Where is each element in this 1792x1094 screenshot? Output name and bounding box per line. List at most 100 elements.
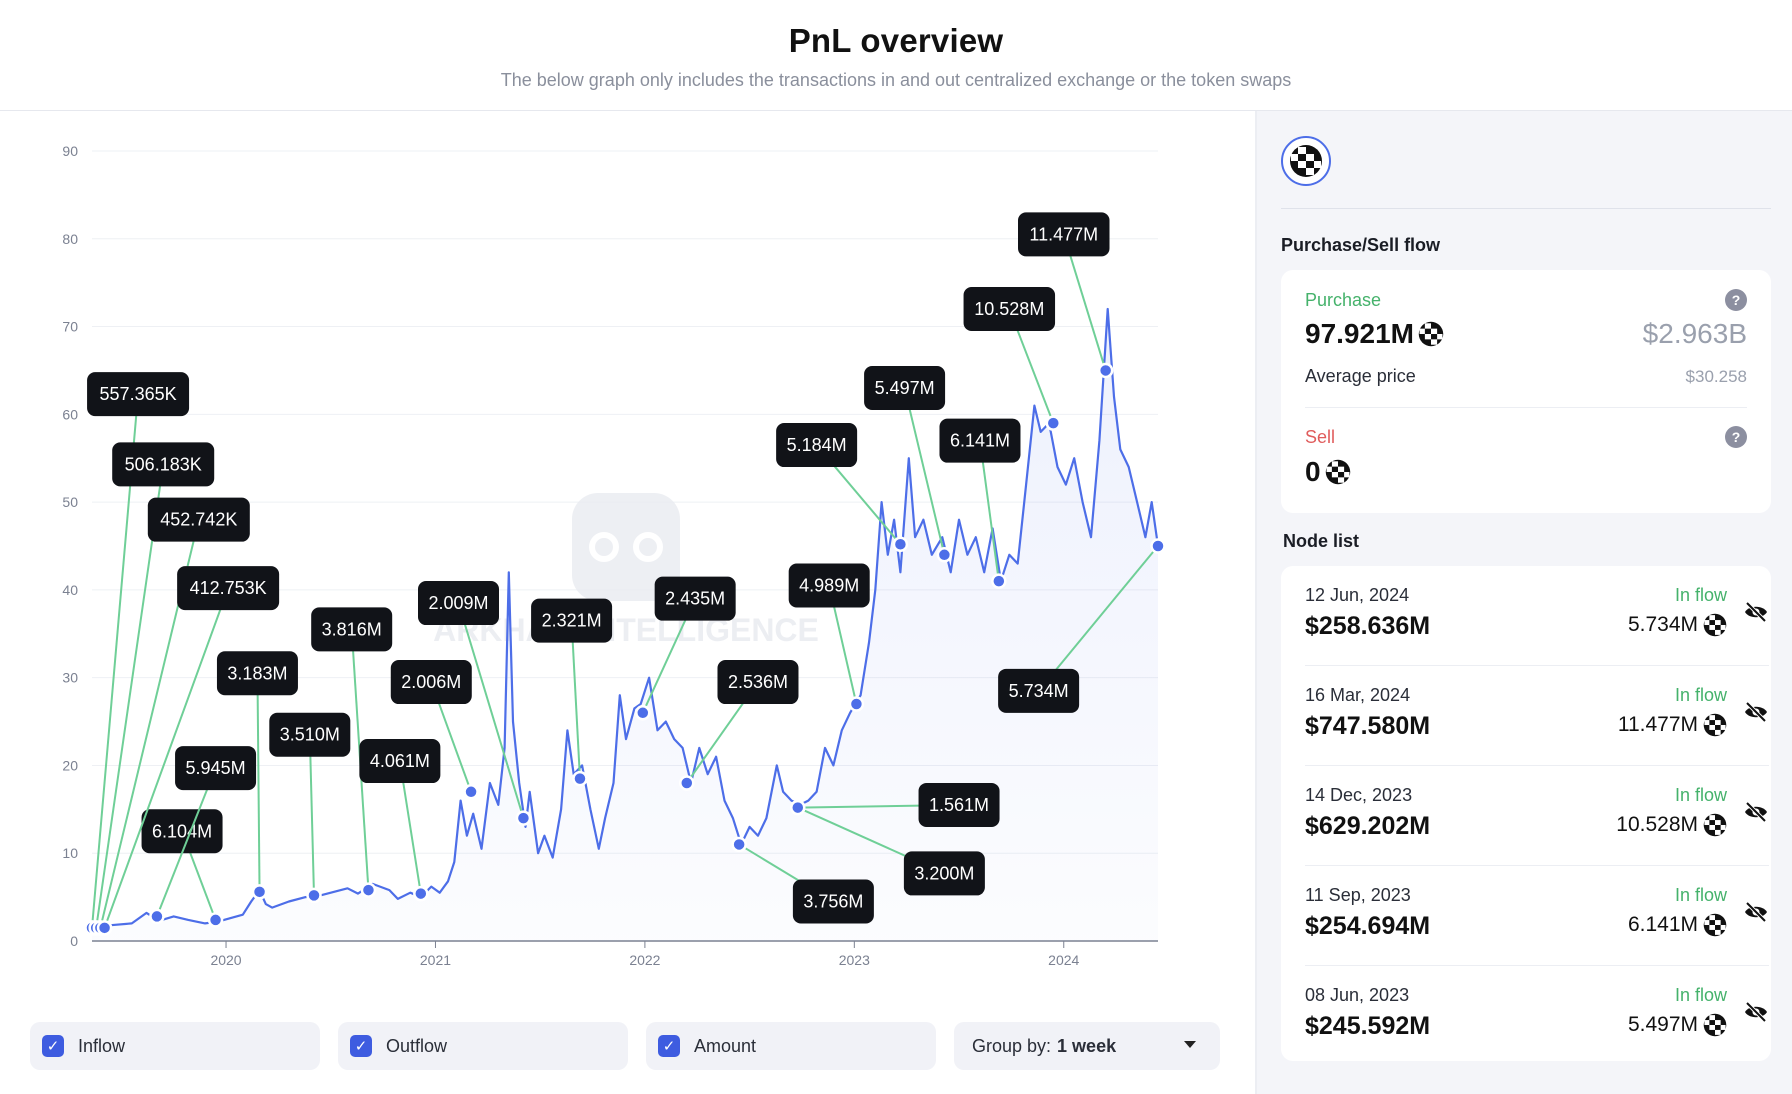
node-label-box[interactable]: [776, 423, 858, 468]
node-label[interactable]: 6.141M: [950, 431, 1010, 451]
hide-eye-icon[interactable]: [1743, 901, 1769, 923]
node-list-item[interactable]: 12 Jun, 2024 $258.636M In flow 5.734M: [1305, 566, 1769, 666]
node-label-box[interactable]: [216, 651, 298, 696]
node-label[interactable]: 2.321M: [542, 611, 602, 631]
node-label-box[interactable]: [998, 668, 1080, 713]
node-list-item[interactable]: 16 Mar, 2024 $747.580M In flow 11.477M: [1305, 666, 1769, 766]
node-label-box[interactable]: [531, 598, 613, 643]
node-marker[interactable]: [207, 912, 224, 928]
node-marker[interactable]: [306, 887, 322, 904]
node-label[interactable]: 10.528M: [974, 299, 1044, 319]
node-marker[interactable]: [790, 799, 806, 816]
node-marker[interactable]: [572, 770, 588, 787]
node-label[interactable]: 412.753K: [190, 578, 267, 598]
hide-eye-icon[interactable]: [1743, 801, 1769, 823]
node-marker[interactable]: [635, 705, 651, 721]
node-marker[interactable]: [251, 884, 268, 900]
node-marker[interactable]: [1150, 538, 1166, 554]
toggle-visibility-button[interactable]: [1743, 601, 1769, 628]
node-list-item[interactable]: 08 Jun, 2023 $245.592M In flow 5.497M: [1305, 966, 1769, 1065]
hide-eye-icon[interactable]: [1743, 701, 1769, 723]
node-label[interactable]: 3.510M: [280, 725, 340, 745]
node-label-box[interactable]: [87, 372, 190, 417]
amount-checkbox[interactable]: ✓: [658, 1035, 680, 1057]
node-label[interactable]: 506.183K: [125, 454, 202, 474]
node-label-box[interactable]: [717, 660, 799, 705]
node-marker[interactable]: [679, 775, 695, 791]
node-marker[interactable]: [731, 836, 747, 853]
node-label[interactable]: 2.435M: [665, 589, 725, 609]
toggle-visibility-button[interactable]: [1743, 901, 1769, 928]
node-label-box[interactable]: [939, 418, 1021, 463]
outflow-toggle[interactable]: ✓ Outflow: [338, 1022, 628, 1070]
node-label[interactable]: 5.945M: [186, 758, 246, 778]
node-label[interactable]: 4.061M: [370, 751, 430, 771]
node-label-box[interactable]: [269, 712, 351, 757]
node-label-box[interactable]: [918, 782, 1000, 827]
node-label[interactable]: 11.477M: [1029, 224, 1098, 244]
inflow-toggle[interactable]: ✓ Inflow: [30, 1022, 320, 1070]
node-label[interactable]: 3.816M: [322, 619, 382, 639]
page-header: PnL overview The below graph only includ…: [0, 0, 1792, 111]
node-label-box[interactable]: [654, 576, 736, 621]
node-label-box[interactable]: [864, 366, 946, 410]
node-marker[interactable]: [892, 536, 909, 552]
hide-eye-icon[interactable]: [1743, 601, 1769, 623]
node-marker[interactable]: [413, 885, 429, 902]
node-label-box[interactable]: [390, 660, 472, 705]
y-tick-label: 20: [62, 757, 78, 773]
node-label[interactable]: 3.756M: [803, 892, 863, 912]
pnl-chart[interactable]: 0 10 20 30 40 50 60 70 80 90 2020 2021 2022 2023 2024 A…: [0, 111, 1255, 1094]
node-label[interactable]: 2.536M: [728, 672, 788, 692]
node-marker[interactable]: [1097, 362, 1114, 379]
node-label-box[interactable]: [792, 879, 874, 924]
node-label-box[interactable]: [112, 442, 215, 487]
node-label[interactable]: 5.497M: [875, 378, 935, 398]
node-list-item[interactable]: 11 Sep, 2023 $254.694M In flow 6.141M: [1305, 866, 1769, 966]
node-label[interactable]: 1.561M: [929, 795, 989, 815]
node-label[interactable]: 557.365K: [100, 384, 177, 404]
node-label[interactable]: 5.734M: [1009, 681, 1069, 701]
node-label-box[interactable]: [1018, 212, 1110, 257]
card-divider: [1305, 407, 1747, 408]
toggle-visibility-button[interactable]: [1743, 1001, 1769, 1028]
node-label[interactable]: 2.009M: [428, 593, 488, 613]
node-marker[interactable]: [96, 920, 113, 936]
node-marker[interactable]: [149, 908, 165, 925]
node-label-box[interactable]: [359, 739, 441, 784]
outflow-checkbox[interactable]: ✓: [350, 1035, 372, 1057]
group-by-select[interactable]: Group by: 1 week: [954, 1022, 1220, 1070]
purchase-help-icon[interactable]: ?: [1725, 289, 1747, 311]
node-marker[interactable]: [936, 547, 953, 563]
node-label[interactable]: 6.104M: [152, 821, 212, 841]
node-label-box[interactable]: [418, 581, 500, 626]
node-marker[interactable]: [463, 784, 479, 800]
node-marker[interactable]: [360, 882, 377, 898]
node-label-box[interactable]: [903, 851, 985, 896]
node-marker[interactable]: [848, 696, 865, 712]
toggle-visibility-button[interactable]: [1743, 701, 1769, 728]
sell-help-icon[interactable]: ?: [1725, 426, 1747, 448]
node-label-box[interactable]: [141, 809, 223, 854]
hide-eye-icon[interactable]: [1743, 1001, 1769, 1023]
node-marker[interactable]: [991, 573, 1007, 589]
node-label-box[interactable]: [311, 607, 393, 652]
node-label[interactable]: 4.989M: [799, 576, 859, 596]
inflow-checkbox[interactable]: ✓: [42, 1035, 64, 1057]
node-label[interactable]: 452.742K: [160, 510, 237, 530]
node-label-box[interactable]: [177, 566, 280, 611]
node-marker[interactable]: [515, 810, 532, 826]
node-label-box[interactable]: [788, 563, 870, 608]
node-label[interactable]: 2.006M: [401, 672, 461, 692]
toggle-visibility-button[interactable]: [1743, 801, 1769, 828]
node-label[interactable]: 3.183M: [227, 663, 287, 683]
node-label-box[interactable]: [147, 497, 250, 542]
node-list-item[interactable]: 14 Dec, 2023 $629.202M In flow 10.528M: [1305, 766, 1769, 866]
node-label[interactable]: 5.184M: [787, 435, 847, 455]
node-label[interactable]: 3.200M: [914, 863, 974, 883]
amount-toggle[interactable]: ✓ Amount: [646, 1022, 936, 1070]
node-label-box[interactable]: [963, 287, 1056, 331]
node-label-box[interactable]: [175, 746, 257, 791]
node-marker[interactable]: [1045, 415, 1062, 431]
